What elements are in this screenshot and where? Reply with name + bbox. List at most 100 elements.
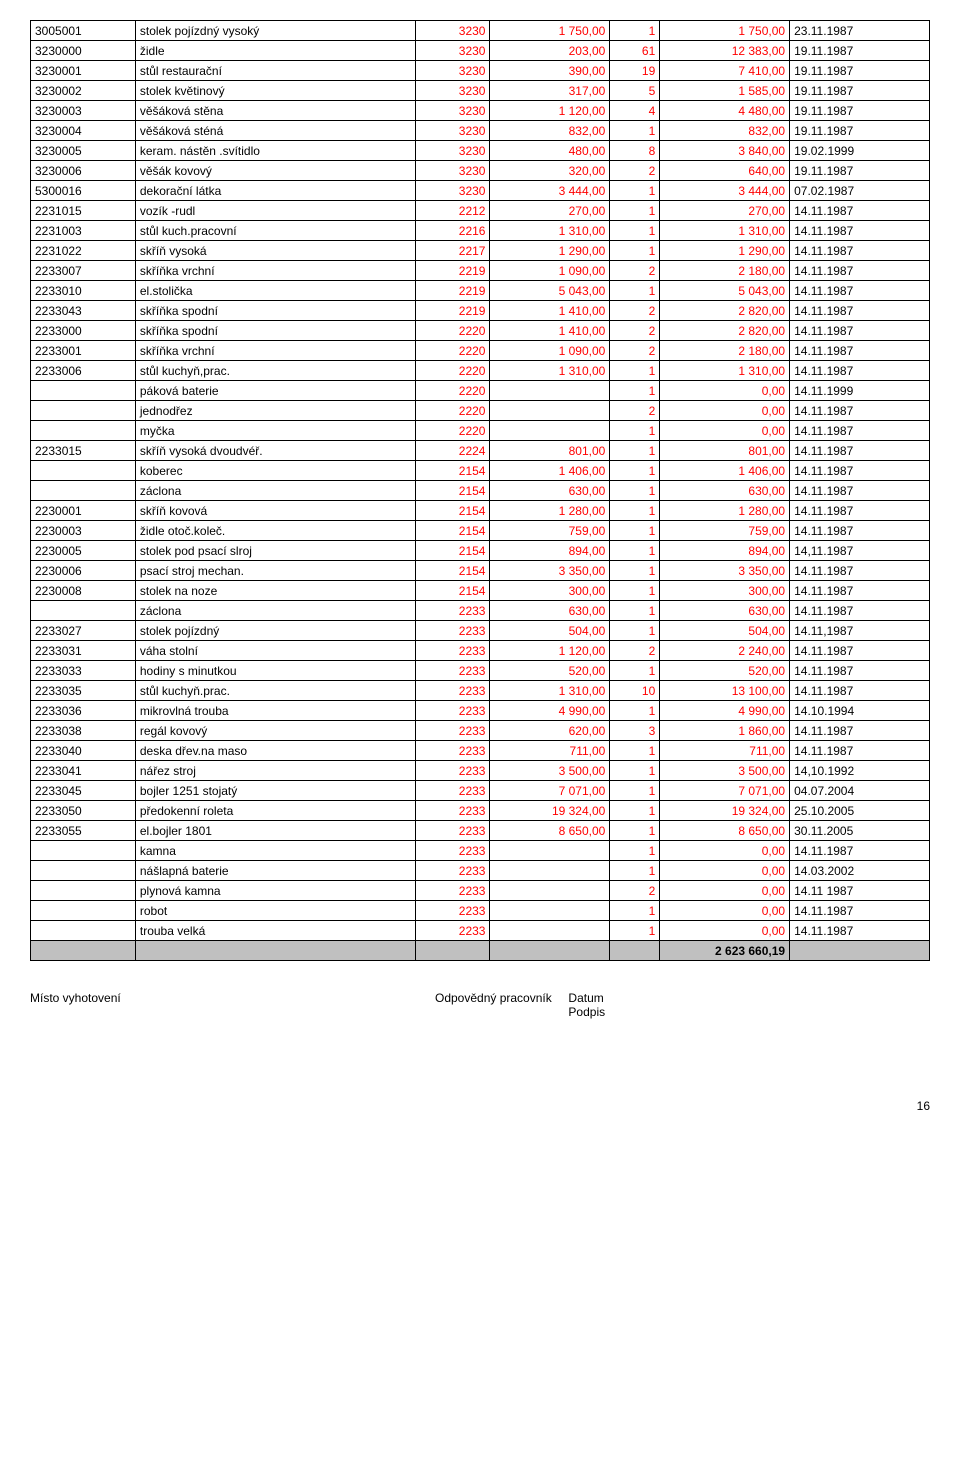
table-cell: 2233 (415, 621, 490, 641)
table-cell: jednodřez (135, 401, 415, 421)
table-cell: 3230 (415, 81, 490, 101)
table-cell: 14.11.1987 (790, 901, 930, 921)
table-cell: skříň kovová (135, 501, 415, 521)
table-cell: 1 (610, 541, 660, 561)
table-cell: 2233 (415, 781, 490, 801)
table-cell: 12 383,00 (660, 41, 790, 61)
table-cell: 1 290,00 (490, 241, 610, 261)
table-cell: 1 (610, 281, 660, 301)
table-cell: 2212 (415, 201, 490, 221)
table-cell (31, 881, 136, 901)
table-cell: 1 (610, 441, 660, 461)
table-cell: 3 500,00 (660, 761, 790, 781)
footer-date: Datum (568, 991, 603, 1005)
table-row: 2233041nářez stroj22333 500,0013 500,001… (31, 761, 930, 781)
table-cell: 14.11.1987 (790, 741, 930, 761)
table-cell: 1 (610, 241, 660, 261)
table-cell: 14.03.2002 (790, 861, 930, 881)
table-cell: 0,00 (660, 921, 790, 941)
table-cell: 14.11.1987 (790, 661, 930, 681)
table-cell: 3 500,00 (490, 761, 610, 781)
table-total-cell (490, 941, 610, 961)
table-cell: 480,00 (490, 141, 610, 161)
table-cell: 2233010 (31, 281, 136, 301)
table-cell: 14.11.1987 (790, 721, 930, 741)
table-cell: 19.11.1987 (790, 41, 930, 61)
table-cell: 640,00 (660, 161, 790, 181)
table-cell: 2233050 (31, 801, 136, 821)
table-cell: 25.10.2005 (790, 801, 930, 821)
table-cell: 14.11.1987 (790, 841, 930, 861)
inventory-table: 3005001stolek pojízdný vysoký32301 750,0… (30, 20, 930, 961)
table-cell: regál kovový (135, 721, 415, 741)
table-cell: 2233007 (31, 261, 136, 281)
table-cell: 3230 (415, 41, 490, 61)
table-row: 2233036mikrovlná trouba22334 990,0014 99… (31, 701, 930, 721)
table-cell: 3230003 (31, 101, 136, 121)
table-row: 2231015vozík -rudl2212270,001270,0014.11… (31, 201, 930, 221)
table-row: záclona2154630,001630,0014.11.1987 (31, 481, 930, 501)
table-row: 2233015skříň vysoká dvoudvéř.2224801,001… (31, 441, 930, 461)
table-cell: 14.11.1987 (790, 201, 930, 221)
table-cell: 14.11.1987 (790, 441, 930, 461)
table-cell: 711,00 (490, 741, 610, 761)
table-cell: stůl kuchyň,prac. (135, 361, 415, 381)
table-cell: bojler 1251 stojatý (135, 781, 415, 801)
table-cell: nářez stroj (135, 761, 415, 781)
table-cell: 2233033 (31, 661, 136, 681)
table-cell: 1 (610, 801, 660, 821)
table-cell: 04.07.2004 (790, 781, 930, 801)
table-cell: záclona (135, 601, 415, 621)
table-cell: 1 120,00 (490, 101, 610, 121)
table-cell: 2233055 (31, 821, 136, 841)
table-cell: 1 (610, 501, 660, 521)
table-cell (31, 401, 136, 421)
table-cell: 630,00 (490, 601, 610, 621)
table-row: 2233031váha stolní22331 120,0022 240,001… (31, 641, 930, 661)
table-cell: 2220 (415, 341, 490, 361)
table-cell: 3230000 (31, 41, 136, 61)
table-row: 2233045bojler 1251 stojatý22337 071,0017… (31, 781, 930, 801)
table-cell: 4 (610, 101, 660, 121)
table-cell (31, 461, 136, 481)
footer-signature: Podpis (568, 1005, 605, 1019)
table-cell: 19 324,00 (490, 801, 610, 821)
table-cell: 2233 (415, 681, 490, 701)
table-cell: 23.11.1987 (790, 21, 930, 41)
table-cell: 3230 (415, 121, 490, 141)
table-cell: 14.11.1987 (790, 241, 930, 261)
table-cell: 1 (610, 221, 660, 241)
footer: Místo vyhotovení Odpovědný pracovník Dat… (30, 991, 930, 1019)
table-cell: vozík -rudl (135, 201, 415, 221)
table-cell: 2233 (415, 601, 490, 621)
table-cell: věšák kovový (135, 161, 415, 181)
table-cell: 1 (610, 601, 660, 621)
table-cell: myčka (135, 421, 415, 441)
table-row: 2233038regál kovový2233620,0031 860,0014… (31, 721, 930, 741)
table-cell: 4 990,00 (490, 701, 610, 721)
table-cell: 1 860,00 (660, 721, 790, 741)
table-cell: 3230004 (31, 121, 136, 141)
table-cell: skříňka vrchní (135, 261, 415, 281)
table-cell: 0,00 (660, 861, 790, 881)
table-cell: 2154 (415, 541, 490, 561)
table-cell: 1 (610, 781, 660, 801)
table-cell: koberec (135, 461, 415, 481)
table-cell: 1 (610, 861, 660, 881)
table-cell: 3005001 (31, 21, 136, 41)
table-cell: 2154 (415, 521, 490, 541)
table-cell: 3 444,00 (490, 181, 610, 201)
table-cell: 1 (610, 621, 660, 641)
table-row: 2230005stolek pod psací slroj2154894,001… (31, 541, 930, 561)
table-row: 3230001stůl restaurační3230390,00197 410… (31, 61, 930, 81)
table-row: záclona2233630,001630,0014.11.1987 (31, 601, 930, 621)
table-row: 2233033hodiny s minutkou2233520,001520,0… (31, 661, 930, 681)
table-cell: 30.11.2005 (790, 821, 930, 841)
table-cell: 8 650,00 (660, 821, 790, 841)
table-cell: 3230001 (31, 61, 136, 81)
table-cell: 1 (610, 821, 660, 841)
table-cell: 3230 (415, 21, 490, 41)
table-cell: 14.11,1987 (790, 621, 930, 641)
table-row: 3230005keram. nástěn .svítidlo3230480,00… (31, 141, 930, 161)
table-cell: 504,00 (660, 621, 790, 641)
